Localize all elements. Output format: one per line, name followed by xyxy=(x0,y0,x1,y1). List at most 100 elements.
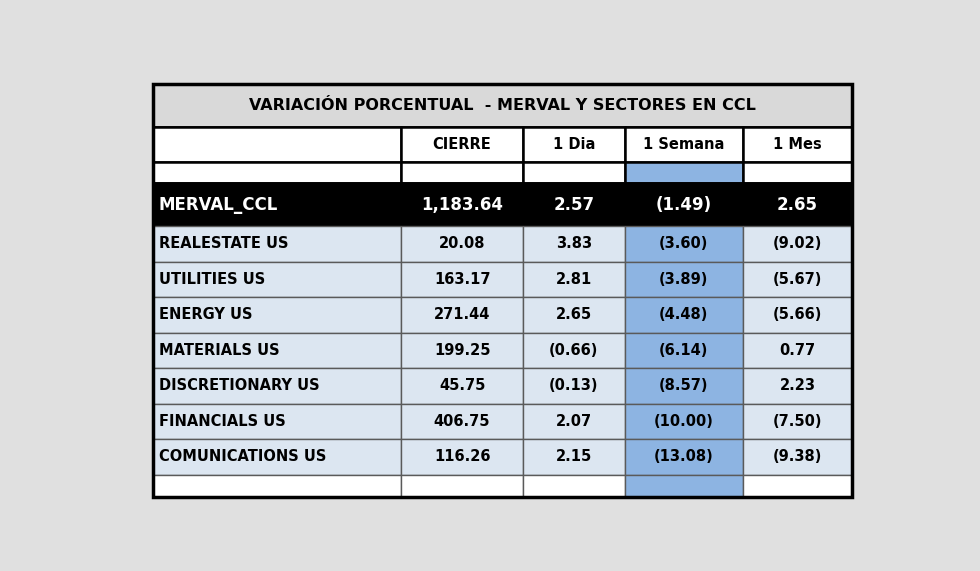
Bar xyxy=(153,368,401,404)
Text: 2.65: 2.65 xyxy=(556,307,592,323)
Bar xyxy=(624,183,743,226)
Bar xyxy=(743,404,852,439)
Text: 2.65: 2.65 xyxy=(777,195,818,214)
Text: (6.14): (6.14) xyxy=(660,343,709,358)
Bar xyxy=(523,297,624,333)
Text: (13.08): (13.08) xyxy=(654,449,713,464)
Bar xyxy=(523,262,624,297)
Text: 199.25: 199.25 xyxy=(434,343,490,358)
Bar xyxy=(153,163,401,183)
Text: 2.57: 2.57 xyxy=(554,195,595,214)
Text: (3.60): (3.60) xyxy=(660,236,709,251)
Text: 163.17: 163.17 xyxy=(434,272,490,287)
Text: 2.07: 2.07 xyxy=(556,414,592,429)
Text: 3.83: 3.83 xyxy=(556,236,592,251)
Text: (8.57): (8.57) xyxy=(660,379,709,393)
Text: (3.89): (3.89) xyxy=(660,272,709,287)
Bar xyxy=(153,439,401,475)
Bar xyxy=(743,475,852,497)
Bar xyxy=(153,127,401,163)
Bar xyxy=(624,404,743,439)
Bar xyxy=(523,475,624,497)
Bar xyxy=(624,262,743,297)
Bar xyxy=(153,475,401,497)
Text: CIERRE: CIERRE xyxy=(433,137,491,152)
Bar xyxy=(401,333,523,368)
Text: 2.15: 2.15 xyxy=(556,449,592,464)
Bar xyxy=(153,404,401,439)
Bar xyxy=(401,127,523,163)
Text: (7.50): (7.50) xyxy=(772,414,822,429)
Bar xyxy=(401,297,523,333)
Bar xyxy=(401,439,523,475)
Text: 1 Dia: 1 Dia xyxy=(553,137,595,152)
Bar xyxy=(624,368,743,404)
Text: (9.02): (9.02) xyxy=(773,236,822,251)
Bar xyxy=(523,163,624,183)
Text: 1,183.64: 1,183.64 xyxy=(421,195,503,214)
Bar xyxy=(153,297,401,333)
Text: 20.08: 20.08 xyxy=(439,236,485,251)
Bar xyxy=(743,183,852,226)
Bar xyxy=(743,226,852,262)
Bar xyxy=(743,368,852,404)
Bar xyxy=(743,297,852,333)
Text: DISCRETIONARY US: DISCRETIONARY US xyxy=(159,379,319,393)
Text: UTILITIES US: UTILITIES US xyxy=(159,272,266,287)
Text: 1 Semana: 1 Semana xyxy=(643,137,724,152)
Text: 2.81: 2.81 xyxy=(556,272,592,287)
Bar xyxy=(401,475,523,497)
Bar xyxy=(523,127,624,163)
Bar xyxy=(153,226,401,262)
Bar xyxy=(153,333,401,368)
Text: 406.75: 406.75 xyxy=(434,414,490,429)
Text: (5.67): (5.67) xyxy=(773,272,822,287)
Text: (5.66): (5.66) xyxy=(773,307,822,323)
Text: VARIACIÓN PORCENTUAL  - MERVAL Y SECTORES EN CCL: VARIACIÓN PORCENTUAL - MERVAL Y SECTORES… xyxy=(249,98,756,113)
Text: FINANCIALS US: FINANCIALS US xyxy=(159,414,286,429)
Bar xyxy=(624,226,743,262)
Bar xyxy=(743,439,852,475)
Bar xyxy=(401,226,523,262)
Bar xyxy=(523,333,624,368)
Bar xyxy=(401,262,523,297)
Text: (4.48): (4.48) xyxy=(660,307,709,323)
Text: (10.00): (10.00) xyxy=(654,414,713,429)
Text: (1.49): (1.49) xyxy=(656,195,712,214)
Bar xyxy=(743,333,852,368)
Text: 2.23: 2.23 xyxy=(779,379,815,393)
Bar xyxy=(624,439,743,475)
Bar xyxy=(523,226,624,262)
Text: (0.66): (0.66) xyxy=(549,343,599,358)
Bar xyxy=(153,183,401,226)
Text: COMUNICATIONS US: COMUNICATIONS US xyxy=(159,449,326,464)
Text: MATERIALS US: MATERIALS US xyxy=(159,343,279,358)
Text: (0.13): (0.13) xyxy=(549,379,599,393)
Bar xyxy=(401,404,523,439)
Bar xyxy=(401,183,523,226)
Bar xyxy=(624,475,743,497)
Bar xyxy=(523,439,624,475)
Bar xyxy=(153,84,852,127)
Bar xyxy=(624,297,743,333)
Text: 116.26: 116.26 xyxy=(434,449,490,464)
Bar xyxy=(624,163,743,183)
Text: (9.38): (9.38) xyxy=(773,449,822,464)
Bar xyxy=(624,127,743,163)
Bar xyxy=(743,262,852,297)
Bar xyxy=(624,333,743,368)
Bar xyxy=(401,368,523,404)
Text: 45.75: 45.75 xyxy=(439,379,485,393)
Bar xyxy=(523,404,624,439)
Text: REALESTATE US: REALESTATE US xyxy=(159,236,288,251)
Bar xyxy=(401,163,523,183)
Bar xyxy=(523,368,624,404)
Bar xyxy=(523,183,624,226)
Text: 271.44: 271.44 xyxy=(434,307,490,323)
Bar xyxy=(743,127,852,163)
Text: MERVAL_CCL: MERVAL_CCL xyxy=(159,195,278,214)
Text: 0.77: 0.77 xyxy=(779,343,815,358)
Bar xyxy=(153,262,401,297)
Text: 1 Mes: 1 Mes xyxy=(773,137,822,152)
Text: ENERGY US: ENERGY US xyxy=(159,307,253,323)
